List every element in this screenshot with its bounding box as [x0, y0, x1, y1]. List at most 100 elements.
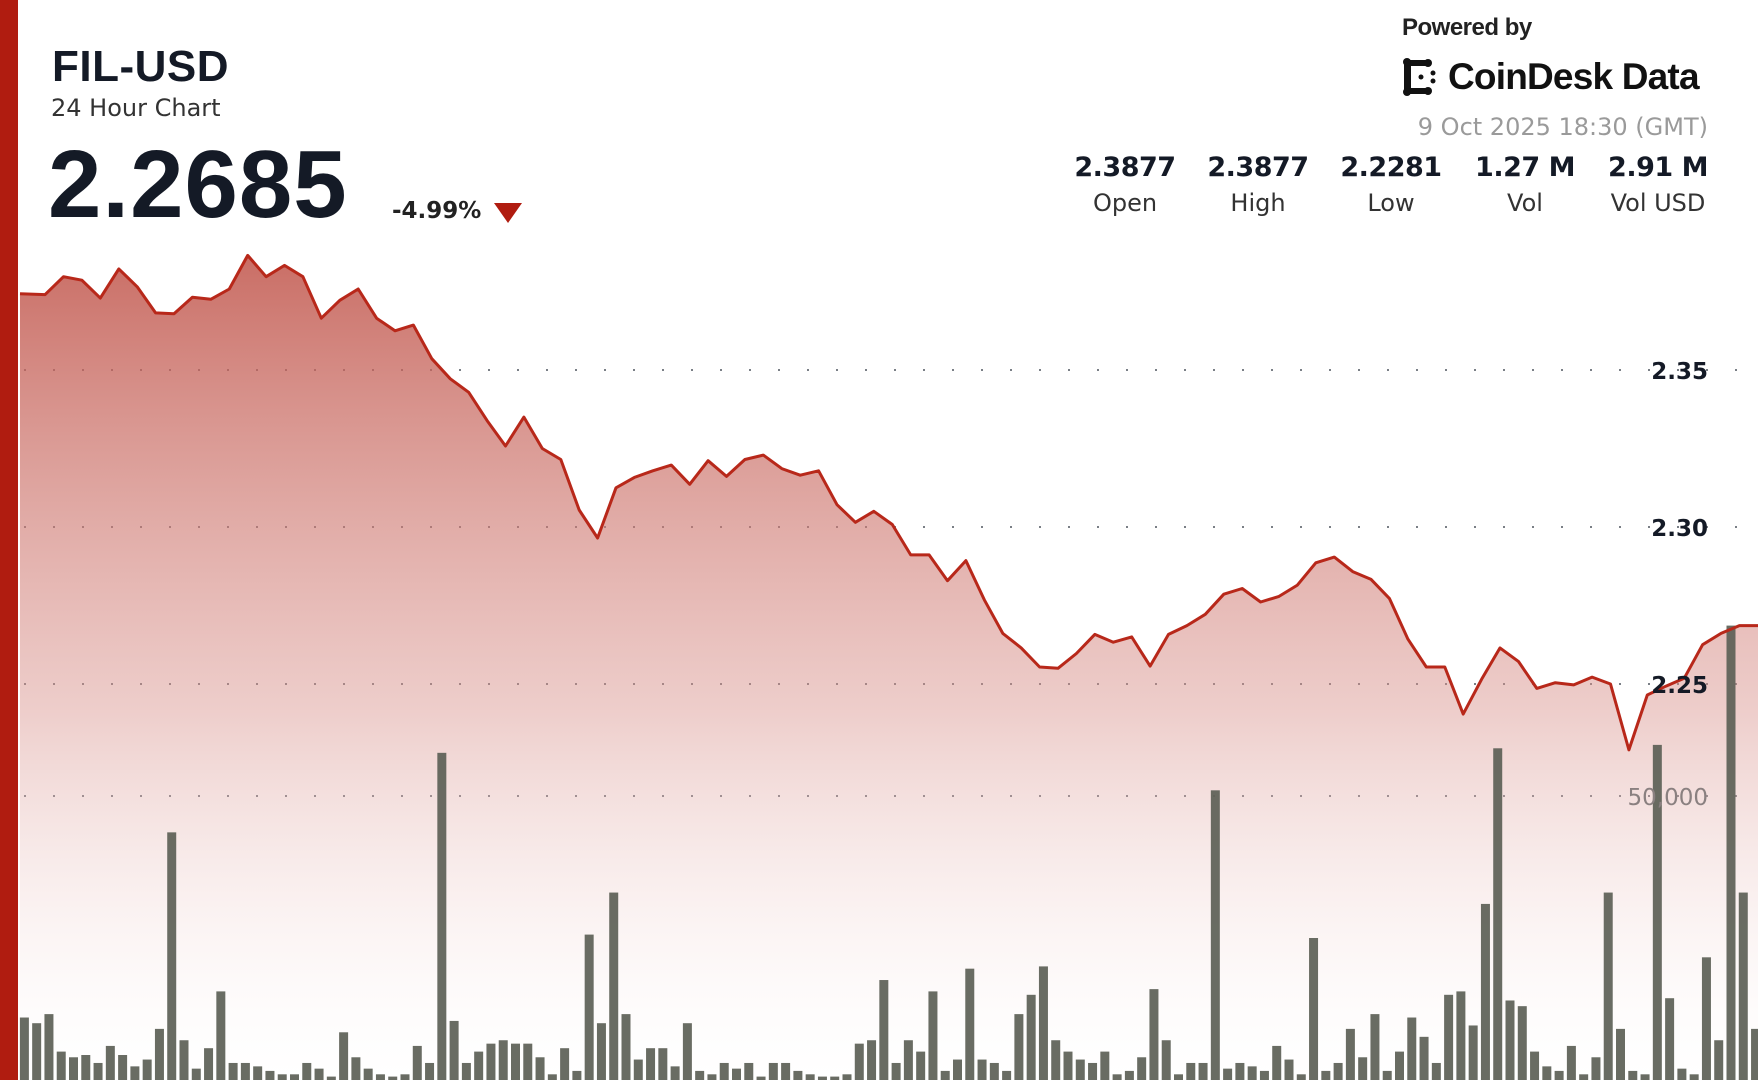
volume-bar — [1701, 957, 1711, 1080]
volume-bar — [621, 1014, 631, 1080]
volume-bar — [118, 1055, 128, 1080]
volume-bar — [1456, 991, 1466, 1080]
price-tick-label: 2.35 — [1651, 359, 1708, 385]
volume-bar — [633, 1059, 643, 1080]
volume-bar — [658, 1048, 668, 1080]
volume-bar — [1038, 966, 1048, 1080]
volume-bar — [1591, 1057, 1601, 1080]
volume-bar — [461, 1062, 471, 1080]
stat-value: 2.3877 — [1207, 152, 1309, 183]
volume-bar — [1112, 1074, 1122, 1080]
price-line — [19, 253, 1758, 752]
volume-bar — [953, 1059, 962, 1080]
volume-bar — [768, 1062, 778, 1080]
volume-bar — [1689, 1074, 1699, 1080]
volume-bar — [1677, 1068, 1687, 1080]
volume-bar — [130, 1066, 140, 1080]
volume-bar — [511, 1043, 520, 1080]
volume-bar — [105, 1045, 115, 1080]
volume-bar — [69, 1057, 78, 1080]
volume-bar — [928, 991, 938, 1080]
stat-value: 2.2281 — [1340, 152, 1442, 183]
volume-bar — [1751, 1028, 1758, 1080]
volume-bar — [965, 968, 975, 1080]
volume-bar — [707, 1074, 717, 1080]
price-tick-label: 2.25 — [1651, 673, 1708, 699]
volume-bar — [363, 1068, 373, 1080]
volume-bar — [1493, 748, 1503, 1080]
timestamp: 9 Oct 2025 18:30 (GMT) — [1417, 113, 1708, 141]
volume-bar — [1002, 1070, 1012, 1080]
volume-bar — [891, 1062, 901, 1080]
volume-bar — [1738, 892, 1748, 1080]
volume-bar — [474, 1051, 484, 1080]
coindesk-logo-icon — [1403, 58, 1436, 96]
volume-bar — [437, 752, 447, 1080]
stat-label: Vol USD — [1610, 189, 1706, 217]
volume-bar — [375, 1074, 385, 1080]
stat-value: 2.3877 — [1074, 152, 1176, 183]
volume-bar — [1100, 1051, 1110, 1080]
volume-bar — [1063, 1051, 1073, 1080]
volume-bar — [314, 1068, 324, 1080]
stat-label: Open — [1092, 189, 1158, 217]
volume-bar — [1579, 1074, 1589, 1080]
volume-bar — [732, 1068, 741, 1080]
volume-bar — [1566, 1045, 1576, 1080]
volume-bar — [1174, 1074, 1183, 1080]
stat-high: 2.3877 High — [1188, 152, 1328, 217]
volume-bar — [1358, 1057, 1368, 1080]
volume-bar — [81, 1055, 91, 1080]
volume-bar — [19, 1017, 29, 1080]
volume-bar — [1505, 1000, 1515, 1080]
volume-bar — [351, 1057, 361, 1080]
volume-bar — [1149, 989, 1159, 1080]
volume-bar — [535, 1057, 545, 1080]
volume-bar — [1272, 1045, 1282, 1080]
volume-bar — [1345, 1028, 1355, 1080]
volume-bar — [425, 1062, 435, 1080]
volume-bar — [547, 1074, 557, 1080]
volume-bar — [1530, 1051, 1540, 1080]
volume-bar — [744, 1062, 754, 1080]
volume-bar — [1542, 1066, 1552, 1080]
volume-bar — [44, 1014, 54, 1080]
volume-bar — [793, 1070, 803, 1080]
volume-bar — [1603, 892, 1613, 1080]
volume-bar — [719, 1062, 729, 1080]
volume-bar — [1431, 1062, 1441, 1080]
volume-bar — [1321, 1070, 1331, 1080]
volume-bar — [265, 1070, 275, 1080]
volume-bar — [596, 1023, 606, 1080]
volume-bar — [400, 1074, 410, 1080]
stat-vol-usd: 2.91 M Vol USD — [1588, 152, 1728, 217]
volume-bar — [842, 1074, 852, 1080]
stat-value: 1.27 M — [1475, 152, 1575, 183]
volume-bar — [1640, 1074, 1650, 1080]
volume-bar — [1198, 1062, 1208, 1080]
volume-bar — [1161, 1040, 1171, 1080]
volume-bar — [1652, 744, 1662, 1080]
volume-bar — [670, 1066, 680, 1080]
volume-bar — [1223, 1068, 1233, 1080]
volume-bar — [916, 1051, 926, 1080]
volume-bar — [32, 1023, 42, 1080]
volume-bar — [1235, 1062, 1245, 1080]
volume-bar — [1309, 938, 1319, 1080]
powered-by: Powered by — [1402, 14, 1532, 41]
volume-bar — [486, 1043, 496, 1080]
volume-bar — [179, 1040, 189, 1080]
logo-text: CoinDesk Data — [1448, 56, 1700, 97]
volume-bar — [412, 1045, 422, 1080]
volume-bar — [302, 1062, 312, 1080]
volume-bar — [1407, 1017, 1417, 1080]
volume-bar — [290, 1074, 299, 1080]
volume-bar — [1714, 1040, 1724, 1080]
volume-bar — [93, 1062, 103, 1080]
volume-bar — [805, 1074, 815, 1080]
volume-bar — [584, 934, 594, 1080]
chart-subtitle: 24 Hour Chart — [51, 94, 221, 122]
volume-bar — [1210, 790, 1220, 1080]
volume-bar — [1554, 1070, 1564, 1080]
